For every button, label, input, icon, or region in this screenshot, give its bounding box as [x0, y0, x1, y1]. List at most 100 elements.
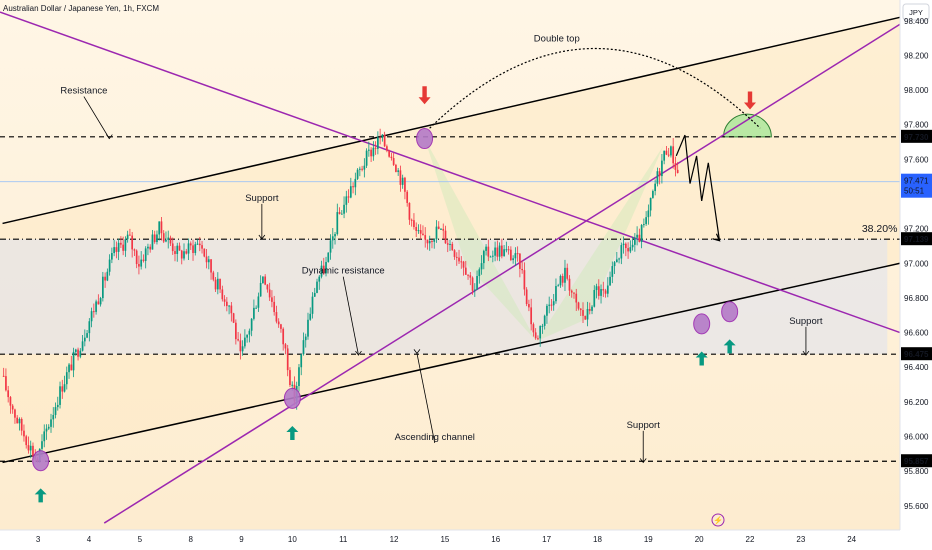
level-price-tag-2: 96.475: [904, 350, 929, 359]
candle-body: [52, 414, 55, 420]
candle-body: [473, 289, 476, 291]
current-price-label: 97.471: [904, 177, 929, 186]
pivot-circle-4: [721, 301, 739, 323]
candle-body: [95, 301, 97, 312]
candle-body: [45, 428, 48, 432]
candle-body: [65, 372, 68, 385]
candle-body: [530, 307, 533, 325]
candle-body: [7, 390, 10, 398]
candle-body: [210, 259, 212, 273]
candle-body: [591, 306, 593, 311]
candle-body: [72, 351, 75, 371]
candle-body: [498, 245, 501, 257]
x-tick-label: 24: [847, 535, 856, 544]
x-tick-label: 15: [440, 535, 449, 544]
candle-body: [228, 305, 230, 307]
candle-body: [201, 245, 203, 249]
x-tick-label: 16: [491, 535, 500, 544]
pattern-fill-left: [424, 138, 537, 342]
candle-body: [250, 318, 253, 331]
candle-body: [160, 221, 163, 234]
candle-body: [399, 170, 402, 185]
candle-body: [519, 253, 521, 269]
candle-body: [401, 177, 404, 185]
candle-body: [433, 239, 436, 242]
candle-body: [676, 169, 679, 174]
candle-body: [379, 137, 381, 139]
candle-body: [674, 163, 677, 170]
candle-body: [532, 324, 535, 333]
candle-body: [120, 242, 122, 245]
candle-body: [273, 301, 276, 313]
candle-body: [268, 289, 271, 298]
candle-body: [458, 257, 460, 262]
candle-body: [597, 286, 600, 296]
candle-body: [586, 308, 589, 320]
candle-body: [381, 134, 384, 138]
candle-body: [198, 243, 201, 246]
up-arrow-icon-0: [34, 488, 47, 503]
candle-body: [568, 278, 571, 291]
support-zone: [0, 239, 888, 355]
candle-body: [122, 244, 125, 251]
candle-body: [343, 204, 345, 214]
y-tick-label: 95.600: [904, 502, 929, 511]
candle-body: [111, 253, 113, 260]
x-tick-label: 18: [593, 535, 602, 544]
candle-body: [140, 259, 143, 267]
candle-body: [47, 426, 50, 429]
label-ascending-channel-pointer: [416, 353, 436, 444]
candle-body: [609, 276, 611, 286]
candle-body: [151, 234, 154, 250]
candle-body: [649, 197, 652, 211]
candle-body: [406, 191, 409, 203]
candle-body: [670, 146, 672, 156]
candle-body: [392, 158, 395, 165]
candle-body: [189, 243, 192, 246]
candle-body: [467, 274, 469, 276]
candle-body: [79, 350, 82, 357]
label-ascending-channel: Ascending channel: [395, 432, 475, 443]
candle-body: [241, 346, 244, 352]
candle-body: [117, 242, 120, 252]
candle-body: [99, 298, 102, 305]
trend-line-3: [103, 23, 901, 524]
candle-body: [92, 311, 95, 313]
candle-body: [636, 234, 638, 238]
candle-body: [248, 330, 251, 335]
candle-body: [631, 244, 634, 248]
level-price-tag-2-bg: [901, 347, 932, 361]
candle-body: [266, 284, 269, 290]
candle-body: [219, 278, 221, 290]
candle-body: [595, 286, 598, 291]
y-tick-label: 98.000: [904, 86, 929, 95]
candle-body: [663, 150, 666, 161]
candle-body: [419, 230, 422, 234]
candle-body: [237, 339, 239, 341]
level-price-tag-1-bg: [901, 232, 932, 246]
candle-body: [611, 266, 614, 277]
level-price-tag-1: 97.139: [904, 235, 929, 244]
candle-body: [275, 312, 278, 322]
candle-body: [358, 168, 361, 170]
level-price-tag-0-bg: [901, 129, 932, 143]
candle-body: [413, 220, 415, 227]
candle-body: [476, 276, 478, 290]
candle-body: [302, 340, 305, 355]
current-price-tag-bg: [901, 173, 932, 198]
candle-body: [20, 418, 23, 431]
x-tick-label: 19: [644, 535, 653, 544]
candle-body: [552, 301, 555, 306]
candle-body: [54, 407, 57, 415]
candle-body: [510, 249, 512, 261]
candle-body: [178, 245, 181, 251]
label-support-bottom-pointer-head: [639, 458, 647, 464]
x-tick-label: 22: [746, 535, 755, 544]
candle-body: [9, 397, 12, 406]
lightning-icon[interactable]: [711, 513, 725, 527]
candle-body: [449, 243, 451, 245]
candle-body: [541, 325, 544, 327]
currency-button[interactable]: [902, 3, 930, 21]
candle-body: [68, 364, 70, 373]
